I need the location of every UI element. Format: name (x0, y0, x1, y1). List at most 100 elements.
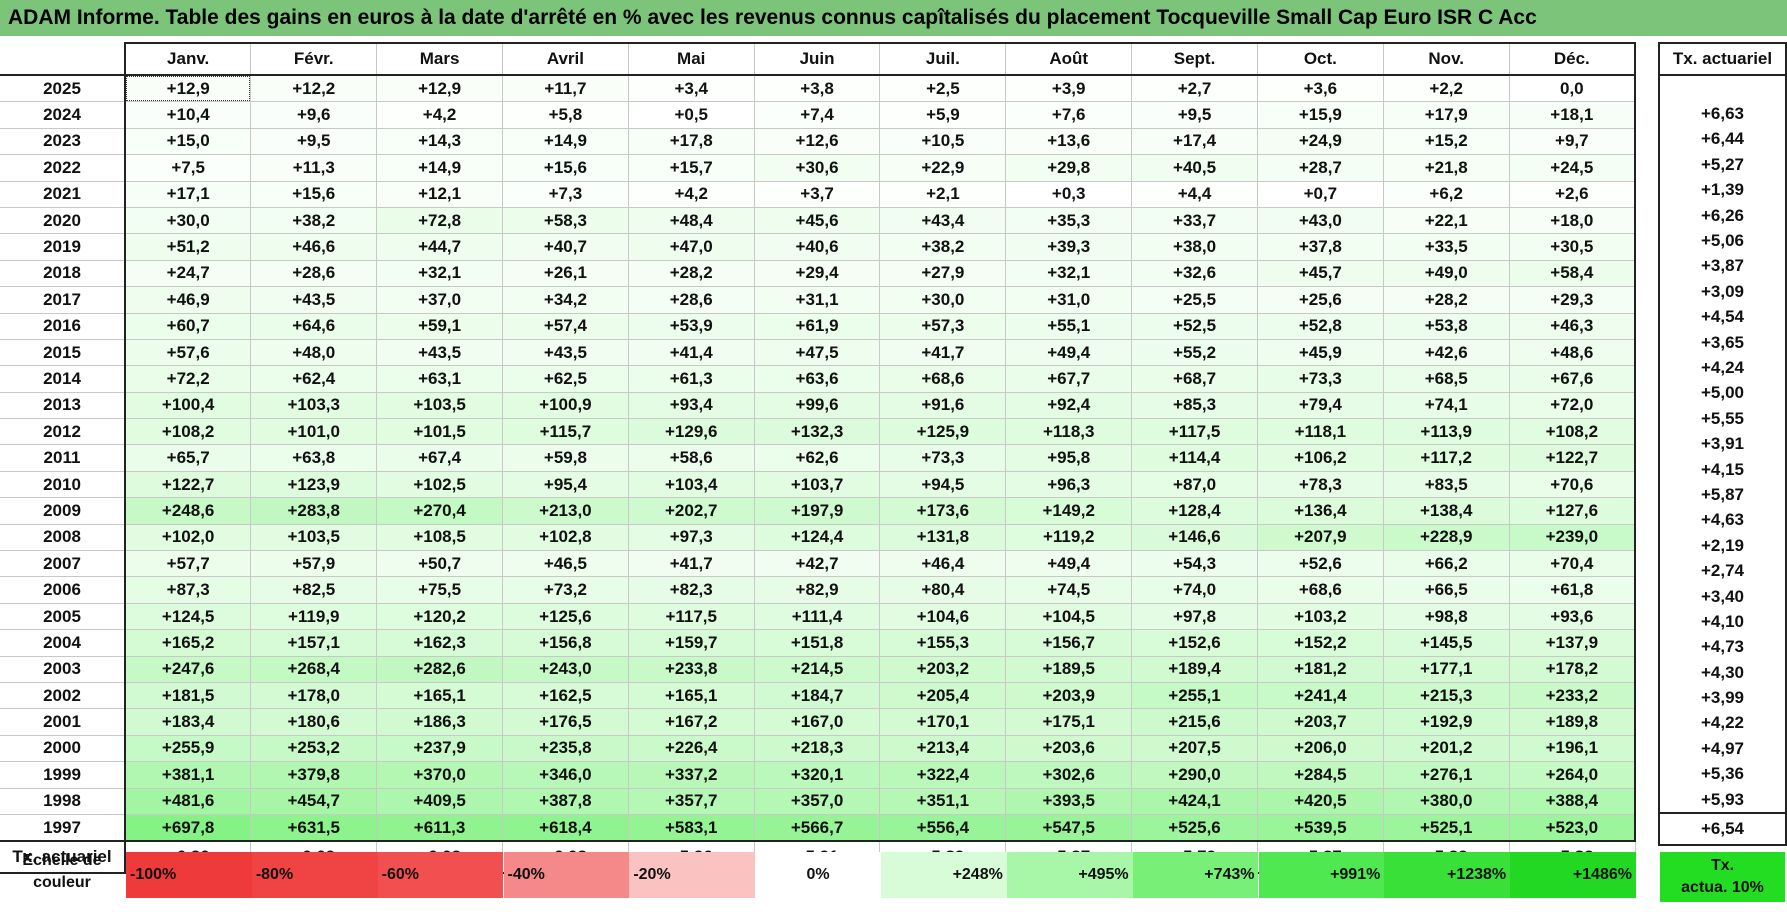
gain-cell: +49,4 (1005, 550, 1133, 578)
year-cell: 1998 (0, 787, 126, 815)
row-rate-cell: +6,26 (1658, 202, 1787, 229)
gain-cell: +388,4 (1508, 787, 1636, 815)
gain-cell: +214,5 (753, 655, 881, 683)
gain-cell: +180,6 (250, 708, 378, 736)
side-header: Tx. actuariel (1658, 42, 1787, 75)
gain-cell: +131,8 (879, 523, 1007, 552)
gain-cell: +203,7 (1256, 708, 1384, 736)
gain-cell: +22,1 (1382, 206, 1510, 235)
gain-cell: +197,9 (753, 497, 881, 525)
gain-cell: +41,7 (627, 550, 755, 578)
year-cell: 2013 (0, 391, 126, 420)
gain-cell: +203,9 (1005, 681, 1133, 710)
month-header: Janv. (124, 42, 252, 76)
gain-cell: +95,8 (1005, 444, 1133, 472)
table-row: 2019 +51,2 +46,6 +44,7 +40,7 +47,0 +40,6 +38,2 +… (0, 233, 1636, 261)
gain-cell: +481,6 (124, 787, 252, 815)
gain-cell: +119,9 (250, 602, 378, 631)
table-row: 2025 +12,9 +12,2 +12,9 +11,7 +3,4 +3,8 +2,5 +3,9… (0, 74, 1636, 103)
gain-cell: +104,5 (1005, 602, 1133, 631)
table-row: 2013 +100,4 +103,3 +103,5 +100,9 +93,4 +99,6 +9… (0, 391, 1636, 420)
gain-cell: +82,9 (753, 576, 881, 604)
gain-cell: +42,7 (753, 550, 881, 578)
gain-cell: +33,5 (1382, 233, 1510, 261)
gain-cell: +87,0 (1131, 470, 1258, 499)
row-rate-cell: +5,55 (1658, 406, 1787, 432)
month-header: Juin (753, 42, 881, 76)
gain-cell: +203,6 (1005, 734, 1133, 763)
year-cell: 2006 (0, 576, 126, 604)
gain-cell: +40,6 (753, 233, 881, 261)
row-rate-cell: +3,91 (1658, 431, 1787, 457)
gain-cell: +57,4 (501, 312, 629, 340)
gain-cell: +62,6 (753, 444, 881, 472)
row-rate-cell: +4,22 (1658, 710, 1787, 737)
gain-cell: +94,5 (879, 470, 1007, 499)
gain-cell: +114,4 (1131, 444, 1258, 472)
gain-cell: +118,1 (1256, 418, 1384, 446)
gain-cell: +370,0 (376, 761, 503, 789)
gain-cell: +47,0 (627, 233, 755, 261)
year-cell: 1999 (0, 761, 126, 789)
row-rate-cell: +5,93 (1658, 786, 1787, 814)
gain-cell: +177,1 (1382, 655, 1510, 683)
row-rate-cell: +5,87 (1658, 482, 1787, 508)
gain-cell: +12,6 (753, 127, 881, 156)
table-row: 2023 +15,0 +9,5 +14,3 +14,9 +17,8 +12,6 +10,5 +1… (0, 127, 1636, 156)
gain-cell: +12,9 (376, 74, 503, 103)
table-row: 2017 +46,9 +43,5 +37,0 +34,2 +28,6 +31,1 +30,0 +… (0, 286, 1636, 314)
gain-cell: +15,7 (627, 154, 755, 182)
gain-cell: +111,4 (753, 602, 881, 631)
gain-cell: +68,5 (1382, 365, 1510, 393)
gain-cell: +170,1 (879, 708, 1007, 736)
gain-cell: +125,9 (879, 418, 1007, 446)
gain-cell: +189,5 (1005, 655, 1133, 683)
gain-cell: +46,6 (250, 233, 378, 261)
gain-cell: +239,0 (1508, 523, 1636, 552)
gain-cell: +13,6 (1005, 127, 1133, 156)
gain-cell: +24,9 (1256, 127, 1384, 156)
table-row: 2009 +248,6 +283,8 +270,4 +213,0 +202,7 +197,9… (0, 497, 1636, 525)
month-header: Août (1005, 42, 1133, 76)
gain-cell: +525,6 (1131, 813, 1258, 842)
gain-cell: +57,6 (124, 338, 252, 367)
gain-cell: +65,7 (124, 444, 252, 472)
year-cell: 2014 (0, 365, 126, 393)
gain-cell: +78,3 (1256, 470, 1384, 499)
year-cell: 2003 (0, 655, 126, 683)
gain-cell: +7,3 (501, 180, 629, 208)
row-rate-cell: +6,63 (1658, 101, 1787, 127)
gain-cell: +103,3 (250, 391, 378, 420)
gain-cell: +237,9 (376, 734, 503, 763)
color-scale-label: Echelle de couleur (0, 850, 124, 900)
gain-cell: +0,5 (627, 101, 755, 129)
gain-cell: +30,5 (1508, 233, 1636, 261)
gain-cell: +113,9 (1382, 418, 1510, 446)
gain-cell: +15,2 (1382, 127, 1510, 156)
gain-cell: +63,1 (376, 365, 503, 393)
gain-cell: +95,4 (501, 470, 629, 499)
gain-cell: +25,5 (1131, 286, 1258, 314)
gain-cell: +9,7 (1508, 127, 1636, 156)
gain-cell: +29,4 (753, 259, 881, 288)
gains-table: Janv. Févr. Mars Avril Mai Juin Juil. Août Sept.… (0, 42, 1636, 875)
gain-cell: +70,4 (1508, 550, 1636, 578)
gain-cell: +189,8 (1508, 708, 1636, 736)
gain-cell: +302,6 (1005, 761, 1133, 789)
gain-cell: +18,1 (1508, 101, 1636, 129)
gain-cell: +5,9 (879, 101, 1007, 129)
gain-cell: +63,6 (753, 365, 881, 393)
year-cell: 2002 (0, 681, 126, 710)
gain-cell: +92,4 (1005, 391, 1133, 420)
month-header: Nov. (1382, 42, 1510, 76)
gain-cell: +120,2 (376, 602, 503, 631)
gain-cell: +102,0 (124, 523, 252, 552)
gain-cell: +108,2 (1508, 418, 1636, 446)
footer-label: Tx. actuariel (0, 840, 126, 875)
scale-swatch: +495% (1006, 852, 1133, 898)
gain-cell: +189,4 (1131, 655, 1258, 683)
row-rate-cell: +5,00 (1658, 380, 1787, 407)
gain-cell: +631,5 (250, 813, 378, 842)
gain-cell: +28,7 (1256, 154, 1384, 182)
gain-cell: +17,9 (1382, 101, 1510, 129)
